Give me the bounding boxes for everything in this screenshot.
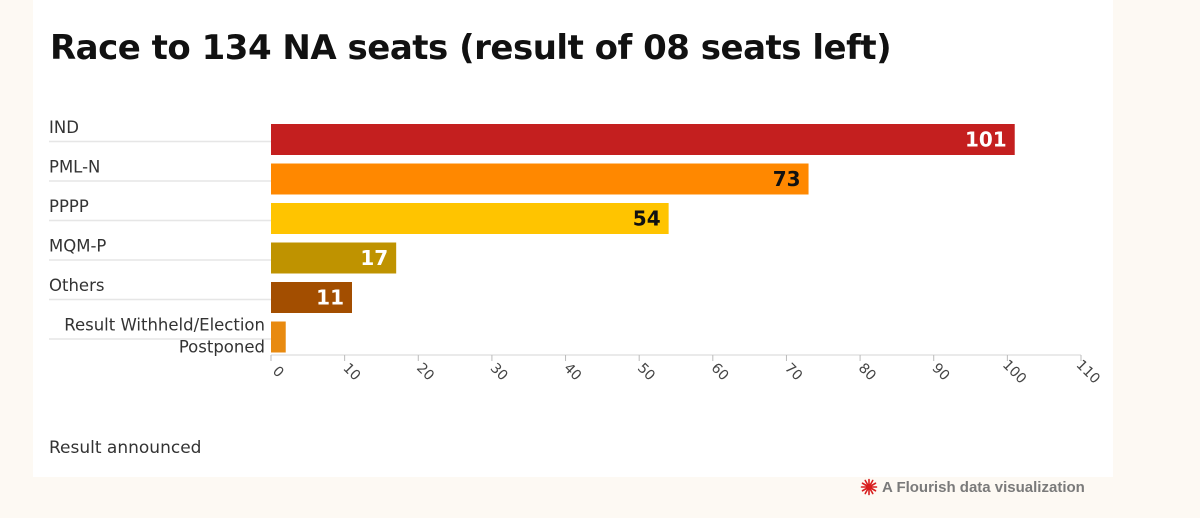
x-tick-label: 0: [269, 363, 287, 381]
x-tick-label: 10: [340, 360, 364, 384]
x-tick-label: 110: [1073, 357, 1103, 387]
x-axis: 0 10 20 30 40 50 60 70 80 90 100 110: [269, 354, 1103, 387]
x-tick-label: 70: [781, 360, 805, 384]
category-label: PML-N: [49, 158, 100, 177]
x-tick-label: 90: [929, 360, 953, 384]
x-tick-label: 50: [634, 360, 658, 384]
chart-card: Race to 134 NA seats (result of 08 seats…: [33, 0, 1113, 477]
flourish-credit[interactable]: A Flourish data visualization: [860, 478, 1085, 496]
x-tick-label: 40: [560, 360, 584, 384]
x-tick-label: 20: [413, 360, 437, 384]
category-label: MQM-P: [49, 237, 106, 256]
chart-title: Race to 134 NA seats (result of 08 seats…: [50, 28, 892, 68]
bar-value-label: 54: [633, 207, 661, 231]
flourish-logo-icon: [860, 478, 878, 496]
x-tick-label: 100: [999, 357, 1029, 387]
bars-group: 101 73 54 17 11: [271, 124, 1015, 353]
x-tick-label: 80: [855, 360, 879, 384]
category-label: Others: [49, 276, 104, 295]
bar: [271, 242, 397, 274]
bar-value-label: 11: [316, 286, 344, 310]
bar: [271, 163, 809, 195]
footnote: Result announced: [49, 438, 202, 458]
credit-text: A Flourish data visualization: [882, 478, 1085, 496]
bar-value-label: 17: [360, 246, 388, 270]
category-label: IND: [49, 118, 79, 137]
bar: [271, 282, 352, 313]
bar-chart: IND PML-N PPPP MQM-P Others Result Withheld/E…: [49, 118, 1103, 387]
logo-core: [865, 483, 873, 491]
category-label: Result Withheld/Election Postponed: [64, 316, 265, 357]
bar-value-label: 73: [773, 167, 801, 191]
bar: [271, 203, 669, 234]
x-tick-label: 30: [487, 360, 511, 384]
bar-value-label: 101: [965, 128, 1007, 152]
category-labels-group: IND PML-N PPPP MQM-P Others Result Withheld/E…: [49, 118, 271, 357]
bar: [271, 124, 1015, 155]
category-label: PPPP: [49, 197, 89, 216]
x-tick-label: 60: [708, 360, 732, 384]
bar: [271, 321, 286, 353]
